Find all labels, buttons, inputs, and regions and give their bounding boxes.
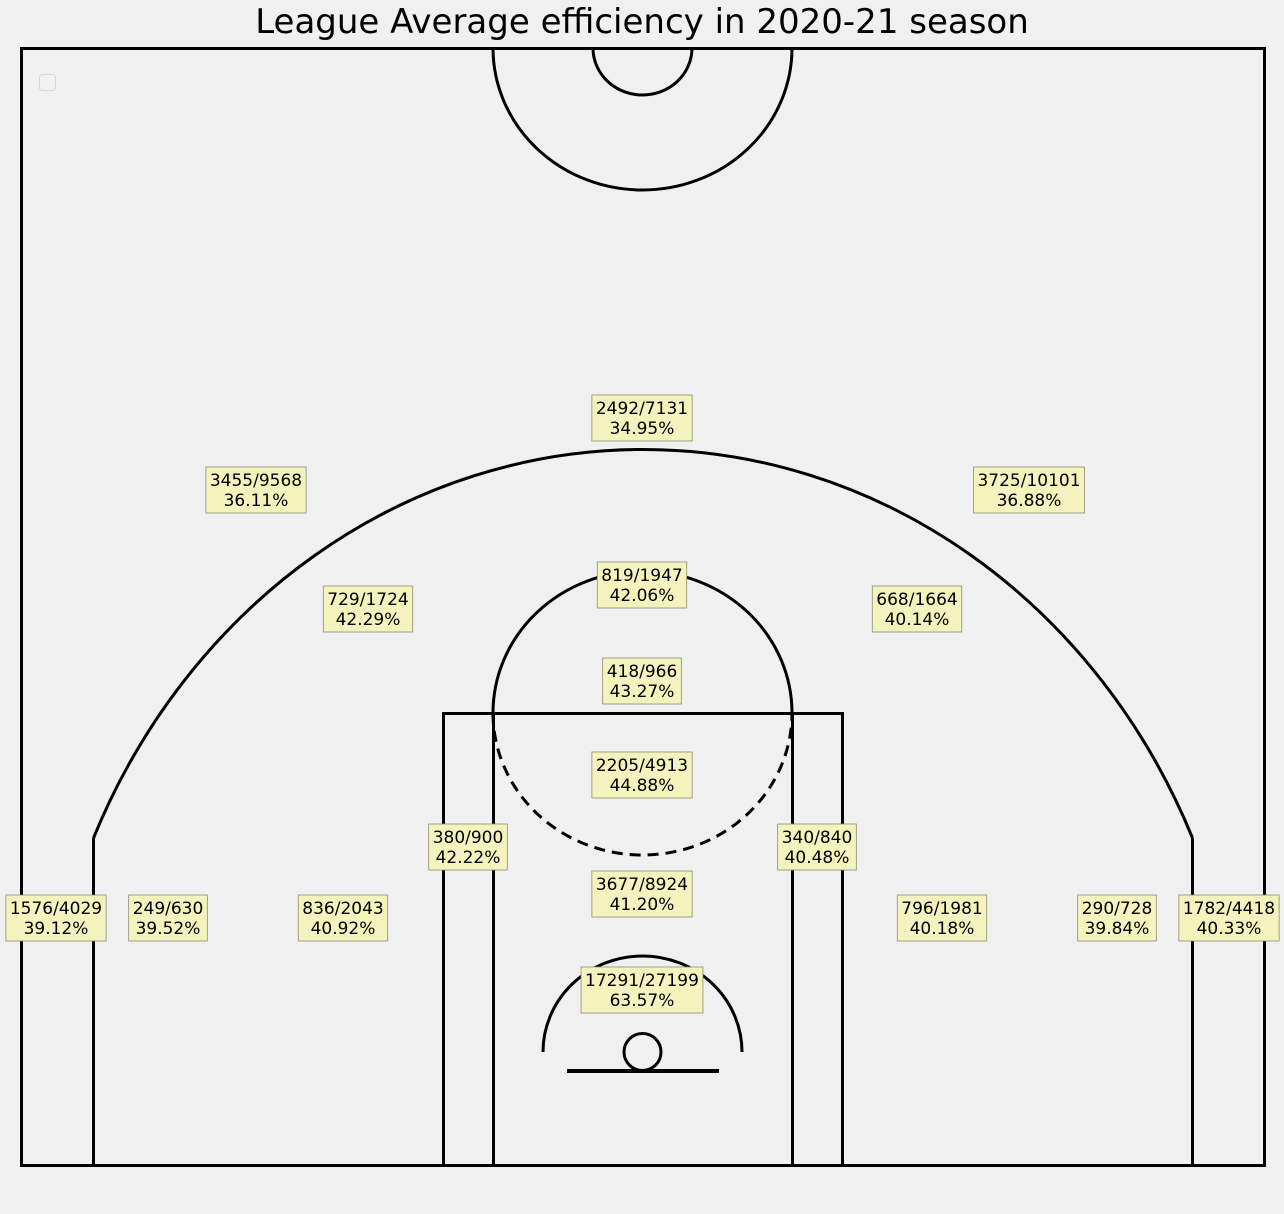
zone-made-attempted: 290/728	[1082, 899, 1153, 919]
zone-made-attempted: 249/630	[133, 899, 204, 919]
zone-percentage: 34.95%	[610, 419, 675, 439]
zone-made-attempted: 796/1981	[901, 899, 982, 919]
zone-label-box	[297, 894, 389, 942]
zone-made-attempted: 17291/27199	[585, 971, 699, 991]
chart-title: League Average efficiency in 2020-21 sea…	[255, 2, 1029, 42]
three-point-arc	[92, 448, 1194, 839]
zone-label-box	[5, 894, 107, 942]
zone-made-attempted: 2492/7131	[596, 399, 688, 419]
center-circle-inner	[591, 47, 694, 97]
zone-percentage: 42.29%	[336, 610, 401, 630]
zone-made-attempted: 3455/9568	[210, 471, 302, 491]
zone-label-box	[973, 466, 1085, 514]
zone-label-box	[777, 823, 857, 871]
zone-label-box	[602, 657, 682, 705]
center-circle-outer	[491, 47, 794, 192]
zone-percentage: 36.11%	[224, 491, 289, 511]
zone-made-attempted: 729/1724	[327, 590, 408, 610]
zone-made-attempted: 819/1947	[601, 566, 682, 586]
zone-label-box	[428, 823, 508, 871]
zone-made-attempted: 340/840	[782, 828, 853, 848]
zone-made-attempted: 836/2043	[302, 899, 383, 919]
zone-percentage: 40.14%	[885, 610, 950, 630]
zone-label-box	[322, 585, 414, 633]
zone-percentage: 43.27%	[610, 682, 675, 702]
zone-percentage: 42.22%	[436, 848, 501, 868]
zone-percentage: 36.88%	[997, 491, 1062, 511]
zone-made-attempted: 3725/10101	[977, 471, 1080, 491]
zone-percentage: 40.33%	[1197, 919, 1262, 939]
zone-made-attempted: 1782/4418	[1183, 899, 1275, 919]
zone-made-attempted: 2205/4913	[596, 756, 688, 776]
zone-label-box	[128, 894, 208, 942]
restricted-area-arc	[541, 954, 744, 1053]
zone-percentage: 42.06%	[610, 586, 675, 606]
zone-label-box	[591, 870, 693, 918]
zone-label-box	[205, 466, 307, 514]
zone-percentage: 63.57%	[610, 991, 675, 1011]
zone-made-attempted: 1576/4029	[10, 899, 102, 919]
zone-label-box	[596, 561, 688, 609]
zone-percentage: 40.18%	[910, 919, 975, 939]
zone-label-box	[896, 894, 988, 942]
zone-percentage: 39.84%	[1085, 919, 1150, 939]
zone-percentage: 40.92%	[311, 919, 376, 939]
zone-made-attempted: 3677/8924	[596, 875, 688, 895]
zone-made-attempted: 668/1664	[876, 590, 957, 610]
zone-label-box	[580, 966, 704, 1014]
zone-percentage: 40.48%	[785, 848, 850, 868]
outer-lane	[442, 712, 844, 1167]
zone-label-box	[871, 585, 963, 633]
zone-made-attempted: 380/900	[433, 828, 504, 848]
zone-label-box	[591, 394, 693, 442]
zone-label-box	[1077, 894, 1157, 942]
zone-percentage: 41.20%	[610, 895, 675, 915]
zone-label-box	[1178, 894, 1280, 942]
hoop	[622, 1032, 663, 1072]
zone-percentage: 44.88%	[610, 776, 675, 796]
zone-percentage: 39.52%	[136, 919, 201, 939]
zone-label-box	[591, 751, 693, 799]
legend-box	[39, 74, 56, 91]
zone-percentage: 39.12%	[24, 919, 89, 939]
zone-made-attempted: 418/966	[607, 662, 678, 682]
